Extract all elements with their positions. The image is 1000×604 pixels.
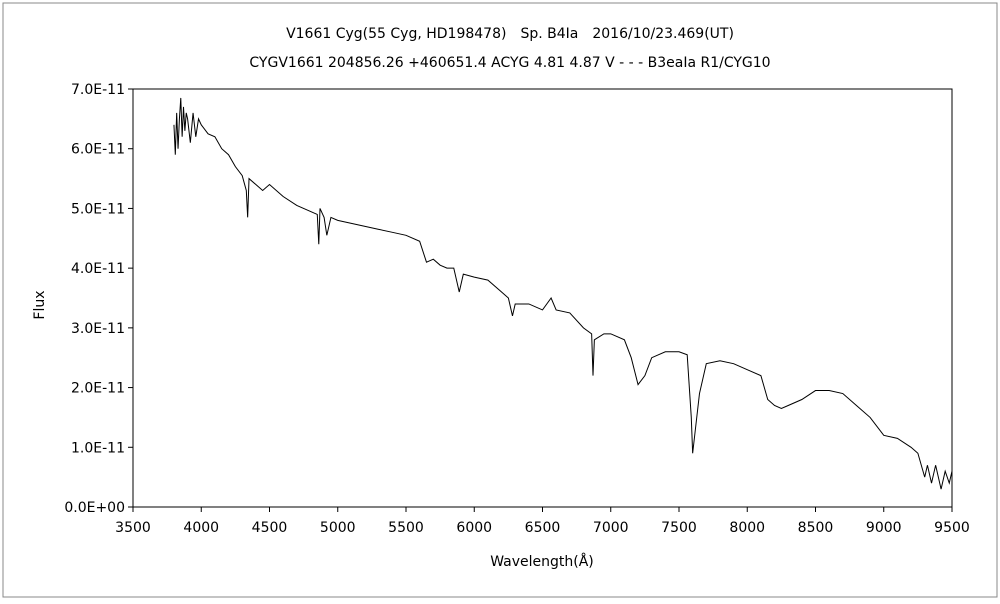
- chart-title: V1661 Cyg(55 Cyg, HD198478) Sp. B4Ia 201…: [286, 26, 734, 42]
- y-axis-label: Flux: [32, 290, 48, 319]
- x-tick-label: 5500: [388, 520, 424, 536]
- y-tick-label: 4.0E-11: [71, 261, 125, 277]
- y-tick-label: 5.0E-11: [71, 201, 125, 217]
- x-tick-label: 4500: [252, 520, 288, 536]
- x-tick-label: 8000: [729, 520, 765, 536]
- y-tick-label: 6.0E-11: [71, 142, 125, 158]
- x-tick-label: 4000: [183, 520, 219, 536]
- x-tick-label: 9000: [866, 520, 902, 536]
- x-tick-label: 7500: [661, 520, 697, 536]
- x-tick-label: 6000: [456, 520, 492, 536]
- x-axis-label: Wavelength(Å): [490, 553, 594, 570]
- y-tick-label: 3.0E-11: [71, 321, 125, 337]
- x-tick-label: 9500: [934, 520, 970, 536]
- y-tick-label: 7.0E-11: [71, 82, 125, 98]
- y-tick-label: 2.0E-11: [71, 381, 125, 397]
- x-tick-label: 8500: [798, 520, 834, 536]
- spectrum-line: [173, 97, 953, 490]
- x-tick-label: 7000: [593, 520, 629, 536]
- y-tick-label: 1.0E-11: [71, 440, 125, 456]
- chart-subtitle: CYGV1661 204856.26 +460651.4 ACYG 4.81 4…: [249, 55, 770, 71]
- x-tick-label: 3500: [115, 520, 151, 536]
- x-tick-label: 5000: [320, 520, 356, 536]
- x-tick-label: 6500: [525, 520, 561, 536]
- y-tick-label: 0.0E+00: [64, 500, 125, 516]
